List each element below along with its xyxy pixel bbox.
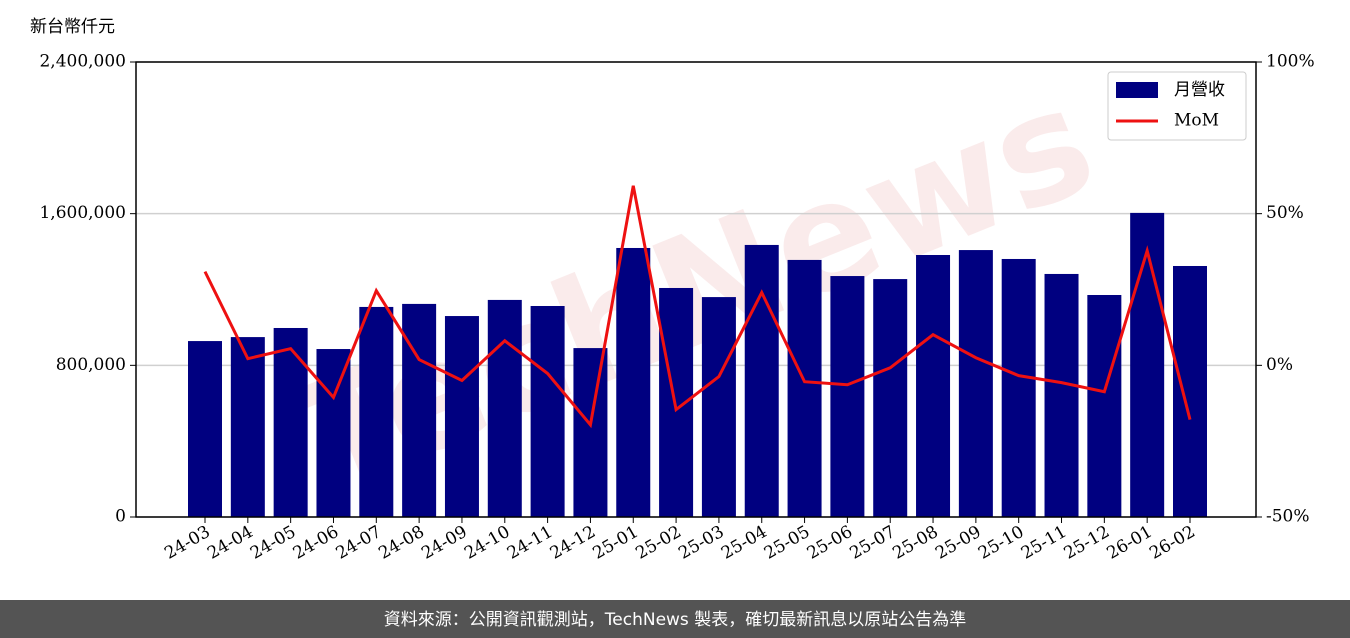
x-tick-label: 24-09: [418, 522, 470, 564]
x-tick-label: 26-02: [1146, 522, 1198, 564]
y-tick-label: 2,400,000: [39, 52, 126, 72]
bar: [744, 244, 779, 517]
bar: [616, 247, 651, 517]
bar: [573, 348, 608, 517]
footer-band: [0, 600, 1350, 638]
bar: [1001, 258, 1036, 517]
y-tick-label: 1,600,000: [39, 203, 126, 223]
x-tick-label: 26-01: [1103, 522, 1155, 564]
bar: [1130, 212, 1165, 518]
y2-tick-label: -50%: [1266, 507, 1310, 527]
bar: [1087, 294, 1122, 517]
x-tick-label: 25-09: [932, 522, 984, 564]
x-tick-label: 24-04: [204, 522, 256, 564]
y2-tick-label: 100%: [1266, 52, 1315, 72]
x-tick-label: 24-03: [161, 522, 213, 564]
bar: [402, 303, 437, 517]
plot-frame: [135, 61, 1257, 518]
x-tick-label: 24-08: [375, 522, 427, 564]
bar: [873, 279, 908, 517]
bar: [273, 327, 308, 517]
x-tick-label: 25-11: [1018, 522, 1070, 564]
x-tick-label: 25-02: [632, 522, 684, 564]
x-tick-label: 24-05: [247, 522, 299, 564]
bar: [1044, 273, 1079, 517]
bar: [916, 254, 951, 517]
bar: [316, 349, 351, 517]
bar: [487, 299, 522, 517]
bar: [359, 306, 394, 517]
line: [203, 185, 1192, 429]
x-tick-label: 24-07: [333, 522, 385, 564]
x-tick-label: 24-12: [547, 522, 599, 564]
x-tick-label: 25-05: [761, 522, 813, 564]
x-tick-label: 25-07: [847, 522, 899, 564]
x-tick-label: 25-10: [975, 522, 1027, 564]
x-tick-label: 24-10: [461, 522, 513, 564]
bar: [230, 337, 265, 517]
y2-tick-label: 0%: [1266, 355, 1293, 375]
x-tick-label: 25-08: [889, 522, 941, 564]
footer: 資料來源：公開資訊觀測站，TechNews 製表，確切最新訊息以原站公告為準: [384, 610, 966, 630]
bar: [830, 276, 865, 517]
x-tick-label: 24-11: [504, 522, 556, 564]
x-tick-label: 25-06: [804, 522, 856, 564]
unit-label: 新台幣仟元: [30, 17, 115, 37]
bar: [188, 341, 222, 517]
x-tick-label: 25-01: [590, 522, 642, 564]
bar: [530, 305, 565, 517]
bar: [787, 259, 822, 517]
bar: [958, 250, 993, 518]
x-tick-label: 25-04: [718, 522, 770, 564]
bar: [444, 316, 479, 517]
x-tick-label: 25-03: [675, 522, 727, 564]
bar: [1173, 265, 1207, 517]
bar: [701, 297, 736, 517]
legend-label: 月營收: [1174, 80, 1225, 100]
x-tick-label: 25-12: [1061, 522, 1113, 564]
y2-tick-label: 50%: [1266, 203, 1304, 223]
x-tick-label: 24-06: [290, 522, 342, 564]
y-tick-label: 800,000: [56, 355, 126, 375]
legend-label: MoM: [1174, 111, 1219, 131]
y-tick-label: 0: [115, 507, 126, 527]
legend-swatch: [1116, 82, 1158, 98]
